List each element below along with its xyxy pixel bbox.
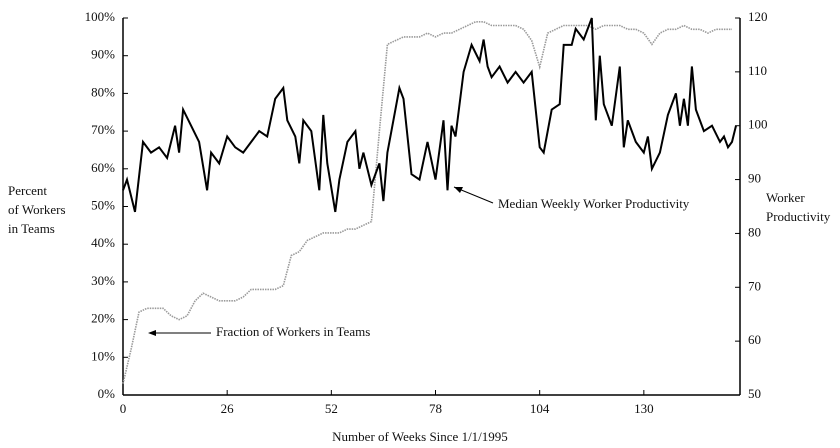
annotation-arrowhead: [454, 187, 463, 193]
x-tick-label: 130: [634, 401, 654, 416]
y-tick-label: 20%: [91, 311, 115, 326]
y-tick-label: 70%: [91, 122, 115, 137]
y2-tick-label: 60: [748, 332, 761, 347]
y-tick-label: 100%: [85, 9, 116, 24]
y2-tick-label: 100: [748, 117, 768, 132]
annotation-arrowhead: [148, 330, 156, 336]
y2-axis-label: Worker: [766, 190, 805, 205]
x-tick-label: 26: [221, 401, 235, 416]
line-series: [122, 17, 737, 213]
annotation: Fraction of Workers in Teams: [216, 324, 370, 339]
annotation: Median Weekly Worker Productivity: [498, 196, 690, 211]
y-tick-label: 80%: [91, 84, 115, 99]
y-tick-label: 50%: [91, 197, 115, 212]
y-tick-label: 30%: [91, 273, 115, 288]
y-tick-label: 60%: [91, 160, 115, 175]
y-tick-label: 0%: [98, 386, 116, 401]
y-axis-label: in Teams: [8, 221, 55, 236]
line-series: [122, 21, 732, 384]
y2-tick-label: 80: [748, 224, 761, 239]
y-axis-label: of Workers: [8, 202, 66, 217]
y2-tick-label: 90: [748, 171, 761, 186]
y2-tick-label: 50: [748, 386, 761, 401]
y-tick-label: 90%: [91, 47, 115, 62]
x-tick-label: 78: [429, 401, 442, 416]
y-axis-label: Percent: [8, 183, 47, 198]
y2-tick-label: 70: [748, 278, 761, 293]
y2-tick-label: 120: [748, 9, 768, 24]
x-axis-label: Number of Weeks Since 1/1/1995: [332, 429, 508, 444]
y-tick-label: 40%: [91, 235, 115, 250]
y2-tick-label: 110: [748, 63, 767, 78]
y2-axis-label: Productivity: [766, 209, 831, 224]
x-tick-label: 52: [325, 401, 338, 416]
x-tick-label: 104: [530, 401, 550, 416]
y-tick-label: 10%: [91, 348, 115, 363]
x-tick-label: 0: [120, 401, 127, 416]
